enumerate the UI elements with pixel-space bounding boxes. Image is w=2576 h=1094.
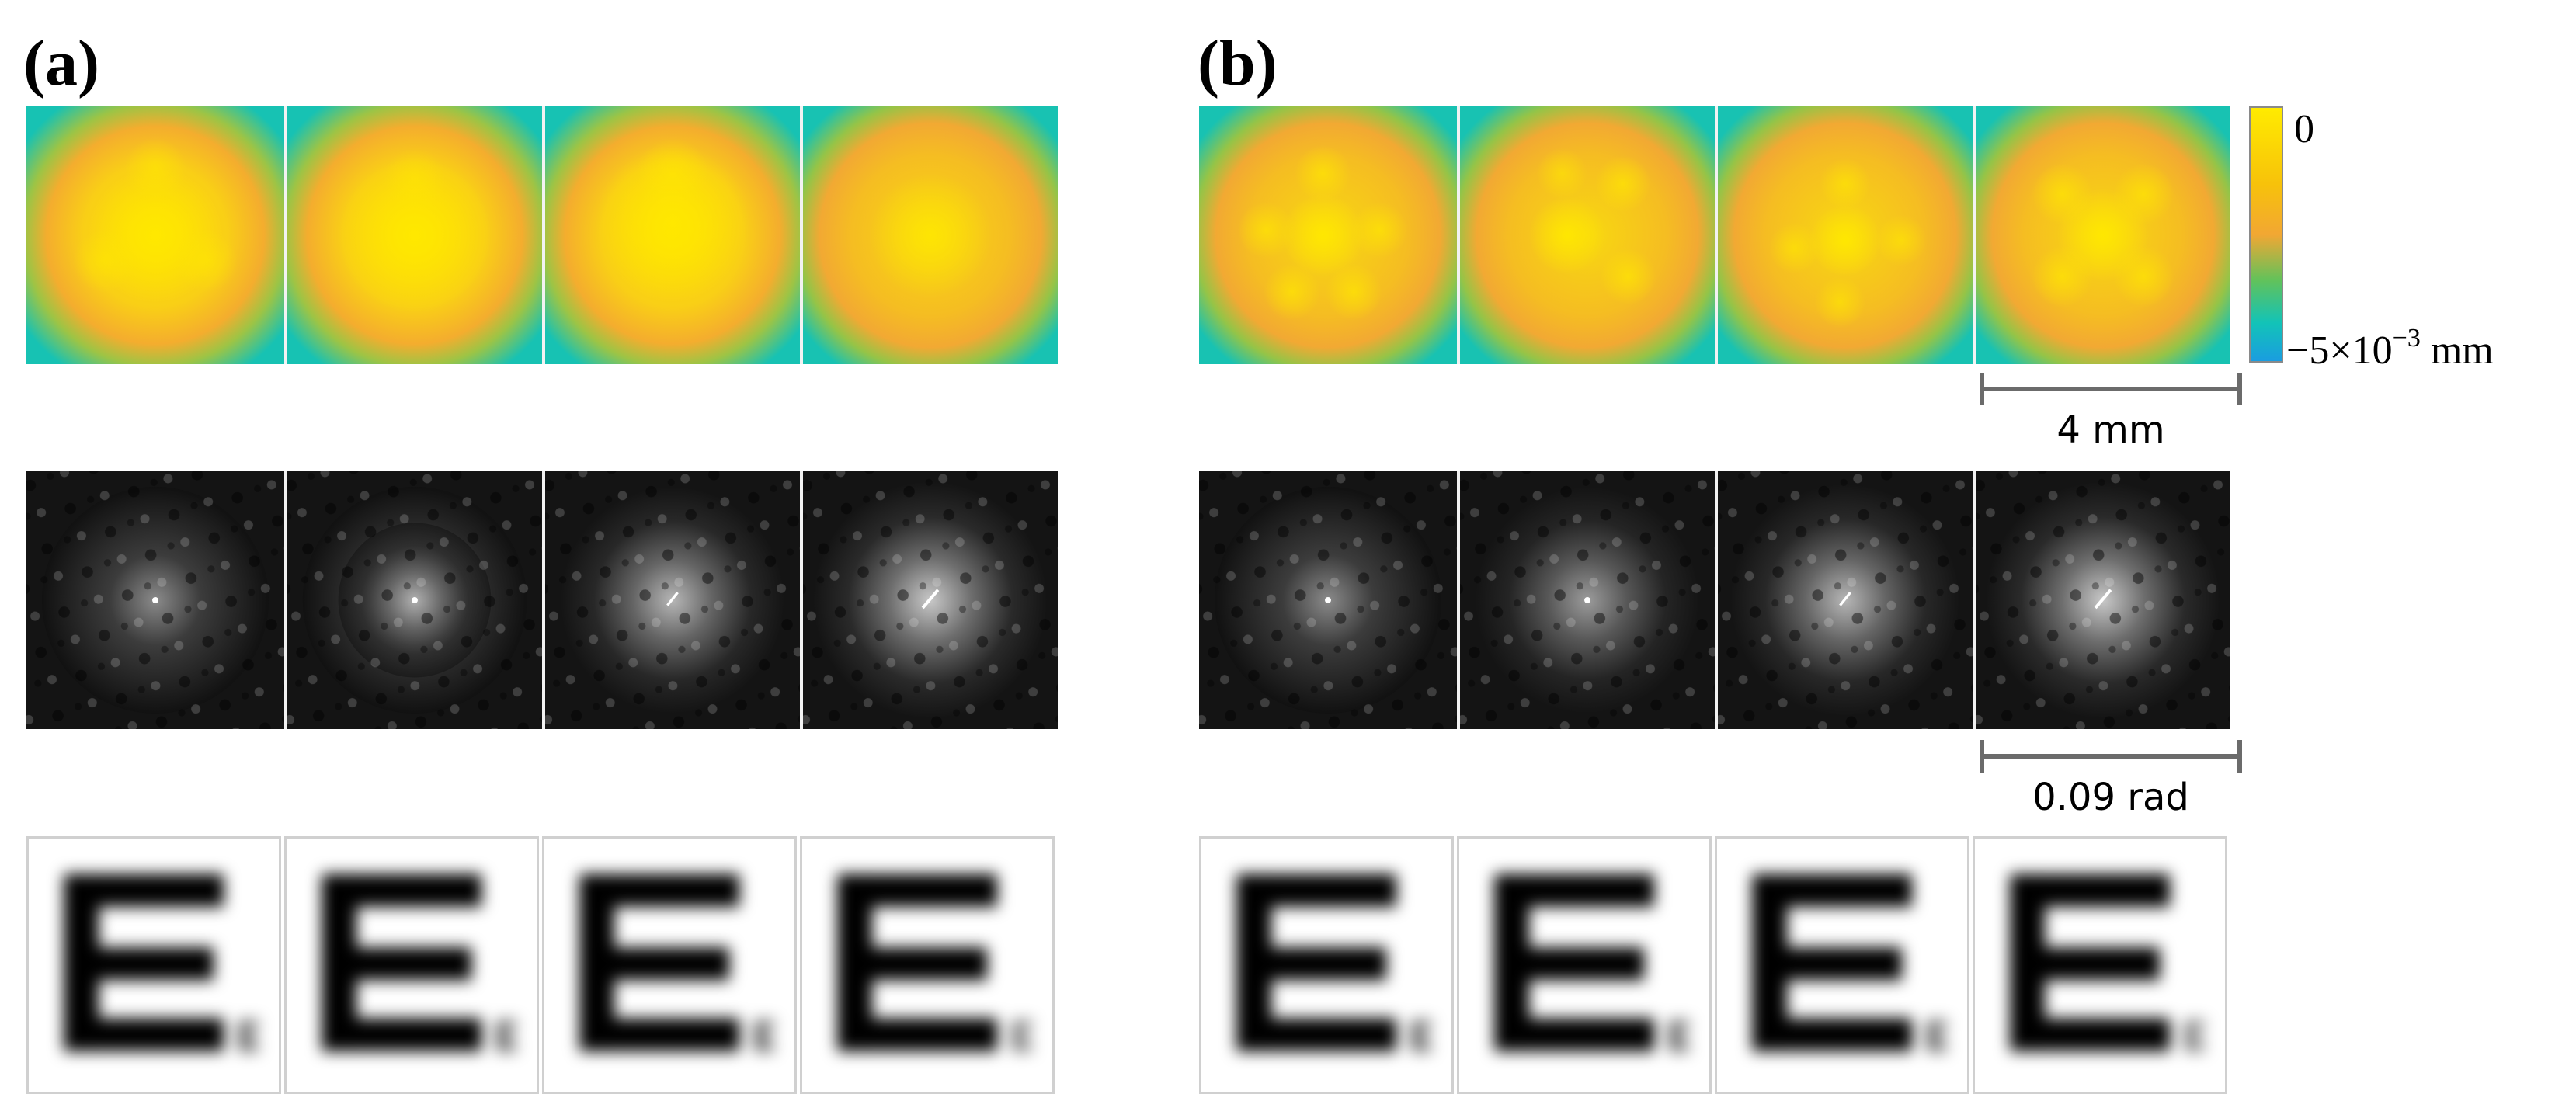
- psf-map: [26, 471, 284, 729]
- scalebar-line: [1980, 754, 2242, 759]
- psf-map: [800, 471, 1058, 729]
- surface-map: [542, 106, 800, 364]
- surface-row-a: [26, 106, 1058, 364]
- scalebar-cap: [2237, 373, 2242, 405]
- panel-label-b: (b): [1198, 27, 1278, 99]
- e-chart-image: [1457, 836, 1712, 1094]
- e-chart-image: [26, 836, 281, 1094]
- psf-row-b: [1199, 471, 2230, 729]
- psf-row-a: [26, 471, 1058, 729]
- e-chart-image: [800, 836, 1055, 1094]
- e-chart-image: [1199, 836, 1454, 1094]
- colorbar-top-label: 0: [2294, 107, 2314, 151]
- colorbar-gradient: [2249, 106, 2283, 363]
- chart-row-a: [26, 836, 1058, 1094]
- colorbar-bottom-label: −5×10−3 mm: [2286, 324, 2494, 373]
- psf-map: [1199, 471, 1457, 729]
- e-chart-image: [284, 836, 539, 1094]
- psf-map: [1715, 471, 1973, 729]
- psf-map: [1457, 471, 1715, 729]
- surface-map: [1973, 106, 2230, 364]
- scalebar-line: [1980, 387, 2242, 391]
- scalebar-psf-label: 0.09 rad: [2032, 776, 2189, 819]
- scalebar-cap: [2237, 740, 2242, 773]
- psf-map: [542, 471, 800, 729]
- surface-map: [1715, 106, 1973, 364]
- surface-map: [1457, 106, 1715, 364]
- chart-row-b: [1199, 836, 2230, 1094]
- surface-map: [284, 106, 542, 364]
- colorbar: 0 −5×10−3 mm: [2249, 106, 2560, 373]
- scalebar-psf: 0.09 rad: [1980, 740, 2242, 825]
- surface-row-b: [1199, 106, 2230, 364]
- e-chart-image: [542, 836, 797, 1094]
- psf-map: [284, 471, 542, 729]
- e-chart-image: [1715, 836, 1969, 1094]
- surface-map: [1199, 106, 1457, 364]
- e-chart-image: [1973, 836, 2227, 1094]
- panel-label-a: (a): [23, 27, 99, 99]
- surface-map: [26, 106, 284, 364]
- scalebar-surface-label: 4 mm: [2056, 408, 2165, 452]
- psf-map: [1973, 471, 2230, 729]
- surface-map: [800, 106, 1058, 364]
- scalebar-surface: 4 mm: [1980, 373, 2242, 458]
